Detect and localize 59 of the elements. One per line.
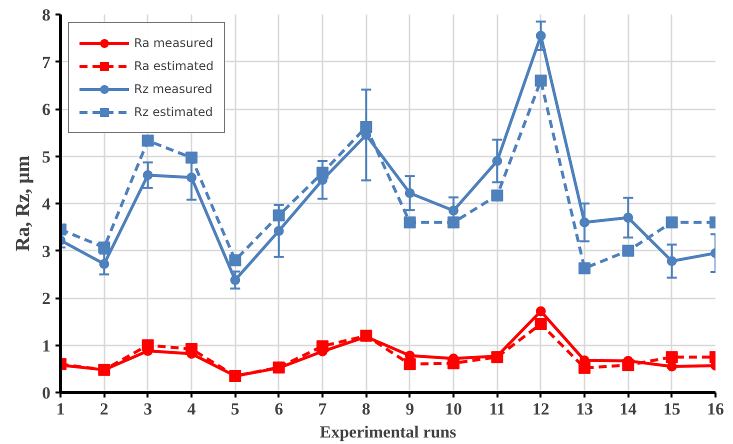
- point: [186, 152, 198, 164]
- x-tick-label: 5: [230, 400, 240, 418]
- point: [229, 254, 242, 266]
- point: [623, 212, 634, 223]
- x-tick-label: 10: [445, 400, 462, 418]
- x-tick-label: 12: [532, 400, 550, 418]
- y-tick-label: 7: [42, 52, 51, 72]
- point: [404, 188, 415, 198]
- y-tick-label: 6: [42, 100, 50, 119]
- legend-label: Ra measured: [134, 36, 214, 50]
- point: [274, 226, 284, 236]
- point: [666, 362, 677, 372]
- x-tick-label: 8: [362, 400, 370, 418]
- x-tick-label: 4: [187, 400, 196, 418]
- point: [536, 30, 546, 41]
- x-tick-label: 11: [489, 400, 506, 418]
- x-tick-label: 13: [576, 400, 593, 418]
- y-tick-label: 2: [42, 289, 50, 308]
- legend-label: Rz estimated: [134, 105, 213, 119]
- x-tick-label: 2: [100, 400, 108, 418]
- y-tick-label: 0: [42, 384, 50, 402]
- x-tick-label: 3: [144, 400, 152, 418]
- legend-label: Rz measured: [134, 82, 212, 96]
- y-tick-label: 5: [42, 147, 50, 166]
- point: [622, 244, 634, 257]
- x-tick-label: 15: [663, 400, 680, 418]
- y-tick-label: 3: [42, 242, 50, 261]
- point: [666, 256, 677, 266]
- x-tick-label: 7: [318, 400, 328, 418]
- point: [492, 156, 502, 166]
- point: [534, 74, 547, 87]
- point: [98, 241, 110, 254]
- point: [142, 134, 154, 147]
- point: [580, 217, 590, 228]
- point: [186, 172, 196, 183]
- x-tick-label: 14: [620, 400, 638, 418]
- point: [666, 216, 678, 228]
- point: [230, 275, 240, 286]
- point: [142, 170, 153, 180]
- point: [99, 258, 110, 269]
- x-tick-label: 16: [707, 400, 724, 418]
- point: [404, 216, 416, 228]
- x-axis-title: Experimental runs: [320, 422, 457, 442]
- point: [578, 262, 590, 274]
- legend-label: Ra estimated: [134, 59, 214, 73]
- point: [448, 206, 458, 216]
- y-tick-label: 8: [42, 6, 50, 24]
- point: [448, 216, 460, 228]
- point: [534, 318, 547, 330]
- y-axis-title: Ra, Rz, μm: [12, 155, 34, 252]
- point: [491, 189, 504, 202]
- point: [272, 209, 285, 222]
- x-tick-label: 6: [274, 400, 284, 418]
- x-tick-label: 9: [406, 400, 414, 418]
- x-tick-label: 1: [56, 400, 65, 418]
- point: [536, 306, 546, 316]
- y-tick-label: 1: [42, 336, 50, 356]
- y-tick-label: 4: [42, 194, 51, 214]
- point: [666, 351, 678, 364]
